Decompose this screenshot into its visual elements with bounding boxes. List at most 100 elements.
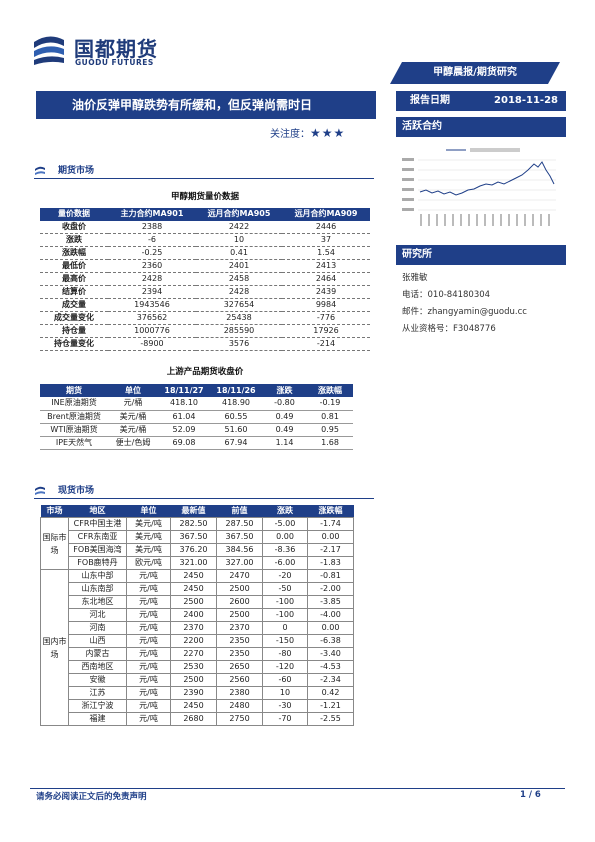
table-cell: -100 [262, 595, 308, 609]
table-cell: 1.68 [307, 436, 353, 450]
table-cell: 元/吨 [126, 634, 171, 648]
logo-mark-icon [34, 36, 64, 65]
table-row: 浙江宁波 元/吨 2450 2480 -30 -1.21 [41, 699, 354, 713]
table-cell: 0.42 [307, 686, 354, 700]
table-row: CFR东南亚 美元/吨 367.50 367.50 0.00 0.00 [41, 530, 354, 544]
table-cell: 2401 [196, 259, 282, 273]
table-cell: -50 [262, 582, 308, 596]
table-cell: -2.17 [307, 543, 354, 557]
table-cell: -6 [108, 233, 196, 247]
analyst-phone: 电话：010-84180304 [402, 290, 491, 300]
table-cell: 元/吨 [126, 595, 171, 609]
table-cell: 52.09 [158, 423, 210, 437]
table-row: 最低价 2360 2401 2413 [40, 259, 370, 273]
table-row: 成交量变化 376562 25438 -776 [40, 311, 370, 325]
table-cell: 2450 [170, 582, 217, 596]
table-cell: 1000776 [108, 324, 196, 338]
row-label: IPE天然气 [40, 436, 108, 450]
table-cell: 2350 [216, 634, 263, 648]
table-row: INE原油期货 元/桶 418.10 418.90 -0.80 -0.19 [40, 397, 353, 411]
column-header: 远月合约MA905 [196, 208, 282, 221]
table-cell: 元/吨 [126, 686, 171, 700]
table-cell: -100 [262, 608, 308, 622]
table-cell: -1.74 [307, 517, 354, 531]
column-header: 最新值 [170, 505, 217, 518]
table-cell: 1.54 [282, 246, 370, 260]
row-label: 最高价 [40, 272, 108, 286]
research-header: 研究所 [396, 245, 566, 265]
table-row: 最高价 2428 2458 2464 [40, 272, 370, 286]
market-group-label: 国际市场 [40, 517, 69, 570]
region-name: 福建 [68, 712, 127, 726]
table-cell: 2360 [108, 259, 196, 273]
table-cell: 2380 [216, 686, 263, 700]
footer-divider [30, 788, 565, 789]
report-date-bar: 报告日期 2018-11-28 [396, 91, 566, 111]
table-cell: 2270 [170, 647, 217, 661]
region-name: 浙江宁波 [68, 699, 127, 713]
row-label: 持仓量变化 [40, 337, 108, 351]
column-header: 涨跌 [262, 384, 307, 397]
table-cell: 2480 [216, 699, 263, 713]
table-cell: 0.49 [262, 410, 307, 424]
table-row: 山西 元/吨 2200 2350 -150 -6.38 [41, 634, 354, 648]
brand-name-en: GUODU FUTURES [75, 58, 154, 67]
region-name: 西南地区 [68, 660, 127, 674]
column-header: 单位 [126, 505, 171, 518]
futures-section-header: 期货市场 [34, 163, 94, 176]
section-divider [34, 178, 374, 179]
row-label: INE原油期货 [40, 397, 108, 411]
table-cell: 367.50 [170, 530, 217, 544]
table-cell: 2500 [216, 608, 263, 622]
table-cell: -2.34 [307, 673, 354, 687]
region-name: 东北地区 [68, 595, 127, 609]
table-cell: -0.19 [307, 397, 353, 411]
table-row: 安徽 元/吨 2500 2560 -60 -2.34 [41, 673, 354, 687]
column-header: 市场 [40, 505, 69, 518]
column-header: 18/11/27 [158, 384, 210, 397]
table-cell: -3.85 [307, 595, 354, 609]
table-cell: 美元/吨 [126, 517, 171, 531]
table-cell: 10 [262, 686, 308, 700]
table-row: 东北地区 元/吨 2500 2600 -100 -3.85 [41, 595, 354, 609]
column-header: 量价数据 [40, 208, 108, 221]
table-cell: -8.36 [262, 543, 308, 557]
upstream-table: 期货 单位 18/11/27 18/11/26 涨跌 涨跌幅 INE原油期货 元/… [40, 384, 353, 450]
column-header: 主力合约MA901 [108, 208, 196, 221]
table-cell: 17926 [282, 324, 370, 338]
analyst-info: 张雅敏 电话：010-84180304 邮件：zhangyamin@guodu.… [402, 270, 527, 338]
column-header: 单位 [108, 384, 158, 397]
table-cell: 元/吨 [126, 699, 171, 713]
table-cell: 3576 [196, 337, 282, 351]
spot-table: 市场 地区 单位 最新值 前值 涨跌 涨跌幅 国际市场 CFR中国主港 美元/吨 28… [40, 505, 354, 726]
region-name: FOB鹿特丹 [68, 556, 127, 570]
table-row: 涨跌幅 -0.25 0.41 1.54 [40, 246, 370, 260]
report-date-label: 报告日期 [410, 95, 450, 106]
table-cell: -70 [262, 712, 308, 726]
analyst-email[interactable]: 邮件：zhangyamin@guodu.cc [402, 307, 527, 317]
table-cell: 0.49 [262, 423, 307, 437]
table-row: 山东南部 元/吨 2450 2500 -50 -2.00 [41, 582, 354, 596]
table-cell: 2650 [216, 660, 263, 674]
table-cell: 282.50 [170, 517, 217, 531]
row-label: 成交量 [40, 298, 108, 312]
table-cell: 2394 [108, 285, 196, 299]
table-cell: -120 [262, 660, 308, 674]
table-cell: 2500 [216, 582, 263, 596]
table-cell: -4.53 [307, 660, 354, 674]
footer-disclaimer[interactable]: 请务必阅读正文后的免责声明 [36, 792, 147, 802]
table-row: 西南地区 元/吨 2530 2650 -120 -4.53 [41, 660, 354, 674]
table-cell: 2428 [196, 285, 282, 299]
table-cell: 2470 [216, 569, 263, 583]
table-cell: 2530 [170, 660, 217, 674]
table-cell: 0.95 [307, 423, 353, 437]
table-cell: 2500 [170, 595, 217, 609]
table-cell: 418.90 [210, 397, 262, 411]
futures-section-title: 期货市场 [58, 166, 95, 176]
table-cell: 9984 [282, 298, 370, 312]
spot-section-title: 现货市场 [58, 486, 95, 496]
futures-table-title: 甲醇期货量价数据 [170, 192, 239, 202]
table-cell: 1943546 [108, 298, 196, 312]
table-cell: 2200 [170, 634, 217, 648]
table-cell: 美元/桶 [108, 423, 158, 437]
